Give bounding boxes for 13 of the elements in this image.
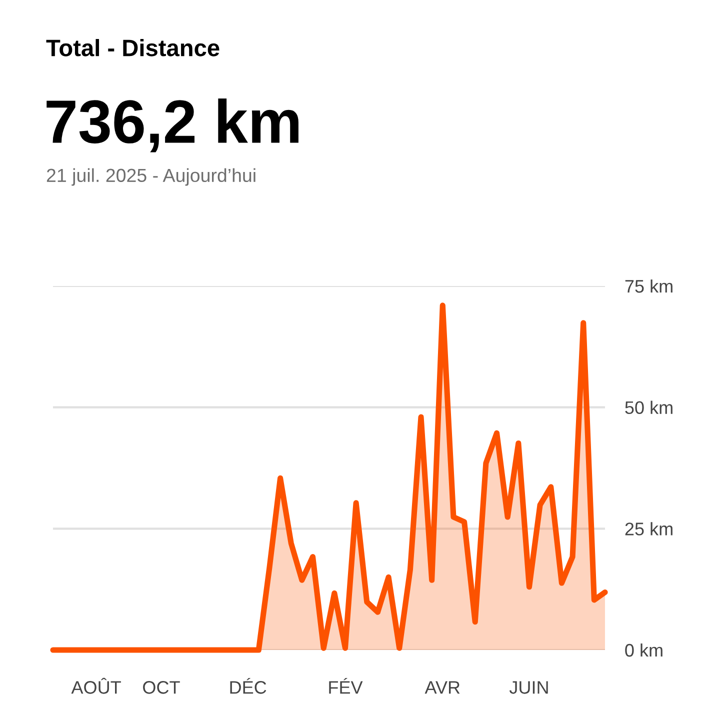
x-tick-label: DÉC [230, 678, 266, 694]
y-tick-label: 25 km [625, 522, 672, 536]
x-tick-label: AVR [424, 681, 460, 694]
x-tick-label: OCT [143, 681, 180, 694]
y-tick-label: 0 km [625, 643, 662, 657]
text: 21 juil. 2025 - Aujourd’hui [46, 168, 256, 186]
x-tick-label: JUIN [509, 681, 548, 694]
y-tick-label: 50 km [625, 400, 672, 414]
chart-title: Total - Distance [46, 38, 220, 56]
y-tick-label: 75 km [625, 279, 672, 293]
x-tick-label: AOÛT [71, 678, 121, 694]
x-tick-label: FÉV [329, 678, 363, 694]
chart-subtitle: 736,2 km [46, 98, 298, 152]
